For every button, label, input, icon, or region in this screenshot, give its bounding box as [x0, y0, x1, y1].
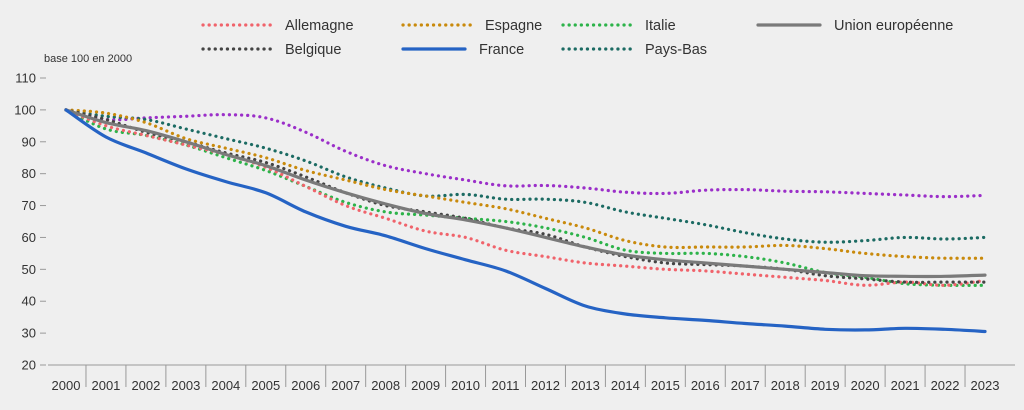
series-line-pays-bas — [64, 108, 987, 244]
legend-item-allemagne: Allemagne — [201, 18, 354, 34]
x-tick-label: 2000 — [52, 378, 81, 393]
y-tick-label: 30 — [22, 326, 36, 341]
legend-item-belgique: Belgique — [201, 42, 341, 58]
x-axis: 2000 2001 2002 2003 2004 2005 2006 2007 2008 2009… — [52, 365, 1000, 393]
x-tick-label: 2010 — [451, 378, 480, 393]
y-tick-label: 70 — [22, 198, 36, 213]
y-tick-label: 90 — [22, 134, 36, 149]
y-tick-label: 100 — [14, 102, 36, 117]
legend-item-france: France — [401, 42, 524, 58]
x-tick-label: 2020 — [851, 378, 880, 393]
series-line-italie — [64, 108, 987, 287]
legend-label: Allemagne — [285, 18, 354, 34]
x-tick-label: 2013 — [571, 378, 600, 393]
legend-label: France — [479, 42, 524, 58]
legend-label: Union européenne — [834, 18, 953, 34]
legend-item-pays-bas: Pays-Bas — [561, 42, 707, 58]
series-line-extra — [64, 108, 987, 199]
series-line-france — [64, 108, 987, 334]
y-axis: 20 30 40 50 60 70 80 90 100 110 — [14, 71, 1015, 373]
x-tick-label: 2001 — [91, 378, 120, 393]
x-tick-label: 2002 — [131, 378, 160, 393]
legend-label: Italie — [645, 18, 676, 34]
y-tick-label: 50 — [22, 262, 36, 277]
series-line-espagne — [64, 108, 987, 260]
series-line-belgique — [64, 108, 987, 284]
x-tick-label: 2011 — [492, 378, 520, 393]
y-tick-label: 20 — [22, 358, 36, 373]
x-tick-label: 2018 — [771, 378, 800, 393]
x-tick-label: 2009 — [411, 378, 440, 393]
x-tick-label: 2014 — [611, 378, 640, 393]
x-tick-label: 2015 — [651, 378, 680, 393]
x-tick-label: 2003 — [171, 378, 200, 393]
x-tick-label: 2006 — [291, 378, 320, 393]
y-tick-label: 40 — [22, 294, 36, 309]
legend-label: Belgique — [285, 42, 341, 58]
y-tick-label: 110 — [15, 71, 36, 86]
x-tick-label: 2008 — [371, 378, 400, 393]
x-tick-label: 2019 — [811, 378, 840, 393]
x-tick-label: 2022 — [931, 378, 960, 393]
legend-item-union-europeenne: Union européenne — [756, 18, 953, 34]
x-tick-label: 2021 — [891, 378, 920, 393]
x-tick-label: 2017 — [731, 378, 760, 393]
x-tick-label: 2007 — [331, 378, 360, 393]
x-tick-label: 2016 — [691, 378, 720, 393]
y-tick-label: 60 — [22, 230, 36, 245]
x-tick-label: 2012 — [531, 378, 560, 393]
legend-item-italie: Italie — [561, 18, 676, 34]
legend-item-espagne: Espagne — [401, 18, 542, 34]
legend: Allemagne Espagne Italie Union européenne Be… — [201, 18, 953, 58]
x-tick-label: 2004 — [211, 378, 240, 393]
x-tick-label: 2023 — [971, 378, 1000, 393]
series-lines — [64, 108, 987, 334]
series-line-allemagne — [64, 108, 987, 287]
y-tick-label: 80 — [22, 166, 36, 181]
unit-label: base 100 en 2000 — [44, 53, 132, 65]
x-tick-label: 2005 — [251, 378, 280, 393]
legend-label: Pays-Bas — [645, 42, 707, 58]
series-line-union-europeenne — [64, 108, 987, 279]
legend-label: Espagne — [485, 18, 542, 34]
